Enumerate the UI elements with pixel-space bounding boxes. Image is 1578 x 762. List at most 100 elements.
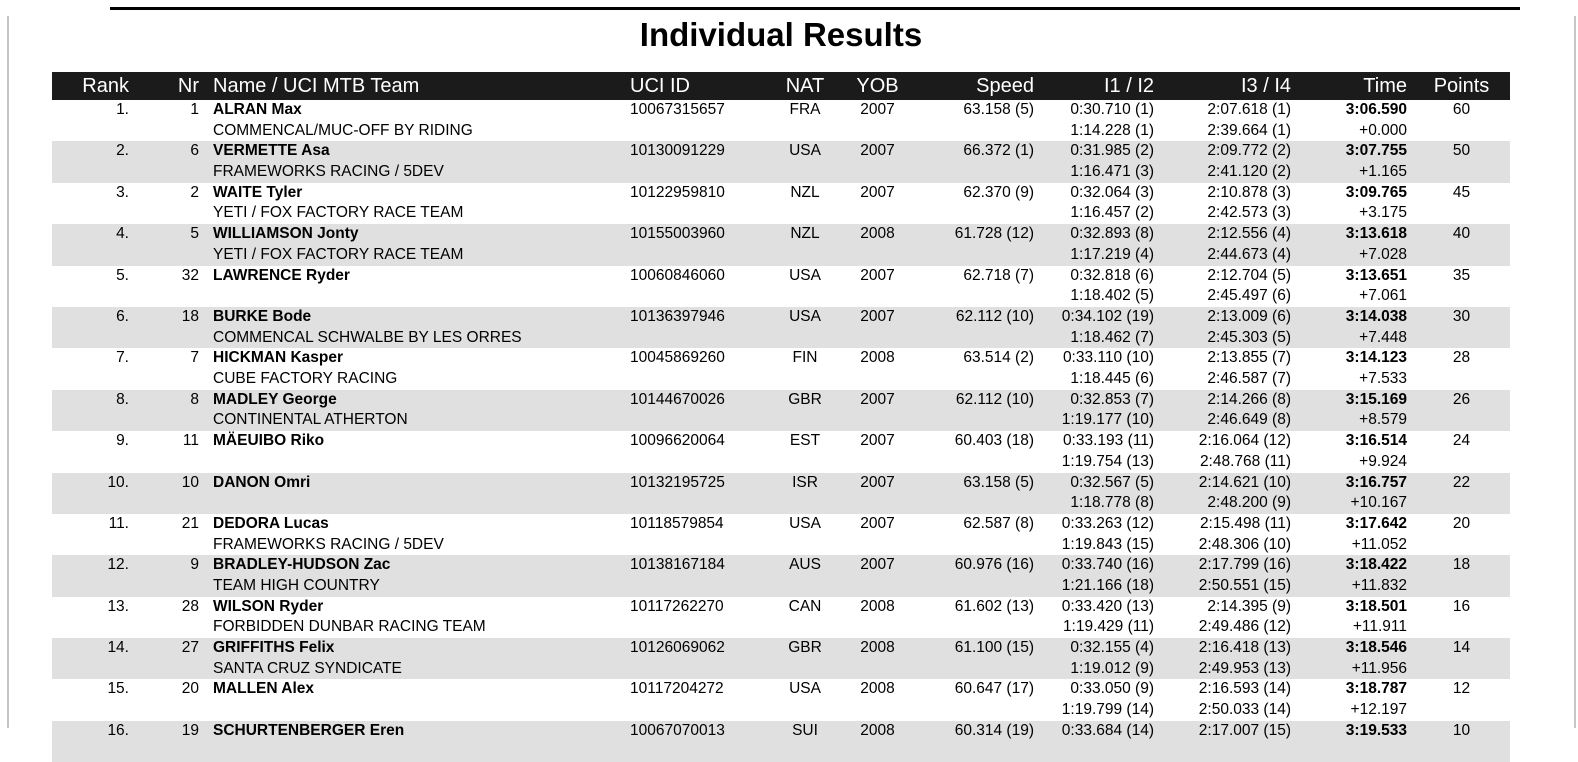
- speed-cell-spacer: [915, 493, 1040, 514]
- speed-cell: 62.587 (8): [963, 514, 1034, 532]
- points-cell-spacer: [1413, 576, 1510, 597]
- team-name: SANTA CRUZ SYNDICATE: [213, 659, 402, 677]
- split-i1-cell: 0:33.263 (12): [1061, 514, 1154, 532]
- bib-number-cell: 2: [190, 183, 199, 201]
- rank-cell: 7.: [116, 349, 129, 367]
- table-row: 7. 7 HICKMAN Kasper 10045869260 FIN 2008…: [52, 348, 1510, 389]
- row-secondary-line: CONTINENTAL ATHERTON 1:19.177 (10) 2:46.…: [52, 410, 1510, 431]
- nat-cell-spacer: [770, 493, 840, 514]
- speed-cell-spacer: [915, 576, 1040, 597]
- rank-cell: 5.: [116, 266, 129, 284]
- gap-cell: +9.924: [1359, 452, 1407, 470]
- points-cell: 12: [1452, 680, 1471, 698]
- col-header-rank: Rank: [82, 74, 129, 97]
- yob-cell-spacer: [840, 452, 915, 473]
- uci-id-cell: 10132195725: [630, 473, 725, 491]
- rider-name: HICKMAN Kasper: [213, 349, 344, 367]
- points-cell-spacer: [1413, 328, 1510, 349]
- speed-cell: 63.514 (2): [963, 349, 1034, 367]
- split-i4-cell: 2:46.587 (7): [1207, 370, 1291, 388]
- yob-cell: 2007: [860, 390, 895, 408]
- bib-cell-spacer: [135, 700, 205, 721]
- uci-cell-spacer: [630, 369, 770, 390]
- gap-cell: +0.000: [1359, 121, 1407, 139]
- split-i2-cell: [1040, 742, 1160, 762]
- split-i3-cell: 2:10.878 (3): [1207, 183, 1291, 201]
- rider-name: MÄEUIBO Riko: [213, 432, 325, 450]
- row-main-line: 9. 11 MÄEUIBO Riko 10096620064 EST 2007 …: [52, 431, 1510, 452]
- split-i2-cell: 1:19.429 (11): [1062, 618, 1154, 636]
- row-secondary-line: COMMENCAL/MUC-OFF BY RIDING 1:14.228 (1)…: [52, 121, 1510, 142]
- yob-cell-spacer: [840, 576, 915, 597]
- points-cell-spacer: [1413, 162, 1510, 183]
- split-i2-cell: 1:18.445 (6): [1070, 370, 1154, 388]
- row-main-line: 12. 9 BRADLEY-HUDSON Zac 10138167184 AUS…: [52, 555, 1510, 576]
- speed-cell-spacer: [915, 162, 1040, 183]
- rank-cell-spacer: [52, 328, 135, 349]
- nation-cell: NZL: [790, 225, 820, 243]
- rank-cell: 12.: [107, 556, 129, 574]
- split-i4-cell: 2:44.673 (4): [1207, 245, 1291, 263]
- gap-cell: +7.028: [1359, 245, 1407, 263]
- uci-id-cell: 10130091229: [630, 142, 725, 160]
- uci-cell-spacer: [630, 493, 770, 514]
- bib-cell-spacer: [135, 659, 205, 680]
- points-cell-spacer: [1413, 700, 1510, 721]
- table-row: 16. 19 SCHURTENBERGER Eren 10067070013 S…: [52, 720, 1510, 762]
- rank-cell: 4.: [116, 225, 129, 243]
- split-i4-cell: 2:49.953 (13): [1198, 659, 1291, 677]
- split-i1-cell: 0:32.064 (3): [1070, 183, 1154, 201]
- yob-cell-spacer: [840, 328, 915, 349]
- split-i1-cell: 0:33.110 (10): [1062, 349, 1154, 367]
- uci-id-cell: 10096620064: [630, 432, 725, 450]
- split-i3-cell: 2:17.799 (16): [1198, 556, 1291, 574]
- col-header-speed: Speed: [976, 74, 1034, 97]
- results-table: Rank Nr Name / UCI MTB Team UCI ID NAT Y…: [52, 72, 1510, 762]
- row-secondary-line: 1:19.799 (14) 2:50.033 (14) +12.197: [52, 700, 1510, 721]
- row-secondary-line: TEAM HIGH COUNTRY 1:21.166 (18) 2:50.551…: [52, 576, 1510, 597]
- rider-name: DEDORA Lucas: [213, 514, 329, 532]
- uci-cell-spacer: [630, 121, 770, 142]
- gap-cell: +11.052: [1351, 535, 1407, 553]
- gap-cell: +7.448: [1359, 328, 1407, 346]
- points-cell-spacer: [1413, 659, 1510, 680]
- team-name: [205, 700, 630, 721]
- bib-cell-spacer: [135, 493, 205, 514]
- nat-cell-spacer: [770, 286, 840, 307]
- gap-cell: +7.533: [1359, 370, 1407, 388]
- speed-cell: 63.158 (5): [963, 473, 1034, 491]
- bib-number-cell: 32: [181, 266, 199, 284]
- uci-cell-spacer: [630, 162, 770, 183]
- split-i1-cell: 0:32.853 (7): [1070, 390, 1154, 408]
- split-i2-cell: 1:18.402 (5): [1070, 287, 1154, 305]
- nation-cell: ISR: [792, 473, 818, 491]
- yob-cell-spacer: [840, 493, 915, 514]
- points-cell-spacer: [1413, 410, 1510, 431]
- speed-cell-spacer: [915, 617, 1040, 638]
- uci-id-cell: 10117204272: [630, 680, 724, 698]
- row-main-line: 4. 5 WILLIAMSON Jonty 10155003960 NZL 20…: [52, 224, 1510, 245]
- rider-name: VERMETTE Asa: [213, 142, 330, 160]
- row-secondary-line: CUBE FACTORY RACING 1:18.445 (6) 2:46.58…: [52, 369, 1510, 390]
- split-i4-cell: 2:50.033 (14): [1198, 701, 1291, 719]
- yob-cell: 2007: [860, 432, 895, 450]
- col-header-yob: YOB: [856, 74, 899, 97]
- gap-cell: +11.832: [1351, 576, 1407, 594]
- header-rule: [110, 7, 1520, 10]
- bib-number-cell: 9: [190, 556, 199, 574]
- row-main-line: 5. 32 LAWRENCE Ryder 10060846060 USA 200…: [52, 266, 1510, 287]
- uci-cell-spacer: [630, 659, 770, 680]
- nation-cell: AUS: [789, 556, 821, 574]
- split-i2-cell: 1:18.778 (8): [1070, 494, 1154, 512]
- uci-cell-spacer: [630, 576, 770, 597]
- rank-cell: 13.: [107, 597, 129, 615]
- nat-cell-spacer: [770, 742, 840, 762]
- time-cell: 3:13.618: [1345, 225, 1407, 243]
- rank-cell: 3.: [116, 183, 129, 201]
- nat-cell-spacer: [770, 203, 840, 224]
- rider-name: MADLEY George: [213, 390, 337, 408]
- rank-cell-spacer: [52, 410, 135, 431]
- uci-id-cell: 10060846060: [630, 266, 725, 284]
- rank-cell: 1.: [116, 101, 129, 118]
- table-row: 6. 18 BURKE Bode 10136397946 USA 2007 62…: [52, 306, 1510, 349]
